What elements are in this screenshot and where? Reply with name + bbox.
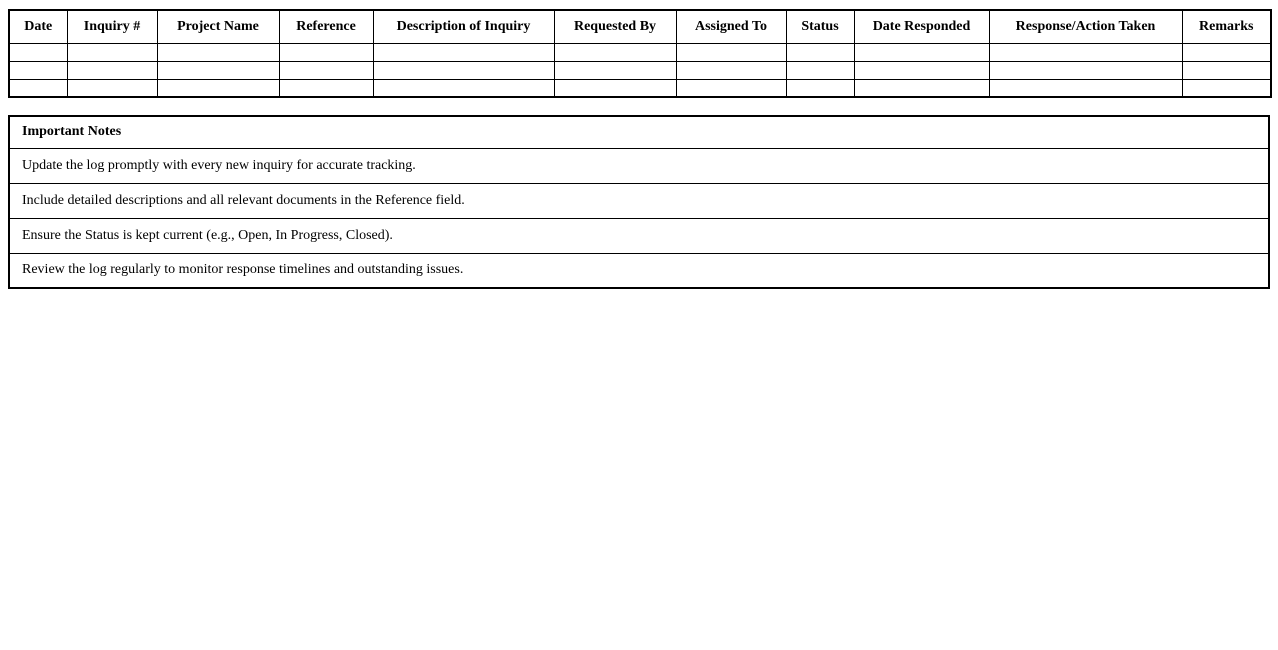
empty-cell-assigned-to[interactable] — [675, 60, 787, 80]
empty-cell-inquiry-number[interactable] — [66, 78, 158, 98]
empty-cell-date-responded[interactable] — [853, 60, 990, 80]
empty-cell-remarks[interactable] — [1181, 60, 1272, 80]
empty-cell-remarks[interactable] — [1181, 78, 1272, 98]
table-row — [8, 42, 1272, 62]
notes-title: Important Notes — [8, 115, 1270, 149]
empty-cell-project-name[interactable] — [156, 42, 280, 62]
column-header-remarks: Remarks — [1181, 9, 1272, 44]
empty-cell-status[interactable] — [785, 42, 855, 62]
empty-cell-date-responded[interactable] — [853, 42, 990, 62]
empty-cell-requested-by[interactable] — [553, 78, 677, 98]
column-header-date-responded: Date Responded — [853, 9, 990, 44]
empty-cell-reference[interactable] — [278, 42, 374, 62]
column-header-assigned-to: Assigned To — [675, 9, 787, 44]
empty-cell-requested-by[interactable] — [553, 42, 677, 62]
empty-cell-date[interactable] — [8, 42, 68, 62]
empty-cell-date[interactable] — [8, 78, 68, 98]
column-header-project-name: Project Name — [156, 9, 280, 44]
table-row — [8, 78, 1272, 98]
column-header-date: Date — [8, 9, 68, 44]
empty-cell-assigned-to[interactable] — [675, 78, 787, 98]
inquiry-log-table: Date Inquiry # Project Name Reference De… — [8, 9, 1272, 98]
column-header-description-of-inquiry: Description of Inquiry — [372, 9, 555, 44]
note-row: Review the log regularly to monitor resp… — [8, 252, 1270, 289]
note-row: Include detailed descriptions and all re… — [8, 182, 1270, 219]
empty-cell-project-name[interactable] — [156, 78, 280, 98]
empty-cell-requested-by[interactable] — [553, 60, 677, 80]
empty-cell-remarks[interactable] — [1181, 42, 1272, 62]
column-header-requested-by: Requested By — [553, 9, 677, 44]
table-row — [8, 60, 1272, 80]
empty-cell-inquiry-number[interactable] — [66, 60, 158, 80]
empty-cell-response-action-taken[interactable] — [988, 60, 1183, 80]
note-row: Update the log promptly with every new i… — [8, 147, 1270, 184]
empty-cell-response-action-taken[interactable] — [988, 78, 1183, 98]
empty-cell-inquiry-number[interactable] — [66, 42, 158, 62]
note-item-include-descriptions: Include detailed descriptions and all re… — [8, 182, 1270, 219]
column-header-reference: Reference — [278, 9, 374, 44]
empty-cell-reference[interactable] — [278, 78, 374, 98]
note-row: Ensure the Status is kept current (e.g.,… — [8, 217, 1270, 254]
empty-cell-project-name[interactable] — [156, 60, 280, 80]
column-header-inquiry-number: Inquiry # — [66, 9, 158, 44]
empty-cell-description-of-inquiry[interactable] — [372, 42, 555, 62]
empty-cell-status[interactable] — [785, 60, 855, 80]
empty-cell-response-action-taken[interactable] — [988, 42, 1183, 62]
empty-cell-date-responded[interactable] — [853, 78, 990, 98]
empty-cell-status[interactable] — [785, 78, 855, 98]
header-row: Date Inquiry # Project Name Reference De… — [8, 9, 1272, 44]
notes-title-row: Important Notes — [8, 115, 1270, 149]
note-item-review-log: Review the log regularly to monitor resp… — [8, 252, 1270, 289]
empty-cell-description-of-inquiry[interactable] — [372, 78, 555, 98]
column-header-response-action-taken: Response/Action Taken — [988, 9, 1183, 44]
column-header-status: Status — [785, 9, 855, 44]
empty-cell-description-of-inquiry[interactable] — [372, 60, 555, 80]
important-notes-table: Important Notes Update the log promptly … — [8, 115, 1270, 289]
empty-cell-date[interactable] — [8, 60, 68, 80]
empty-cell-assigned-to[interactable] — [675, 42, 787, 62]
empty-cell-reference[interactable] — [278, 60, 374, 80]
note-item-ensure-status: Ensure the Status is kept current (e.g.,… — [8, 217, 1270, 254]
note-item-update-log: Update the log promptly with every new i… — [8, 147, 1270, 184]
